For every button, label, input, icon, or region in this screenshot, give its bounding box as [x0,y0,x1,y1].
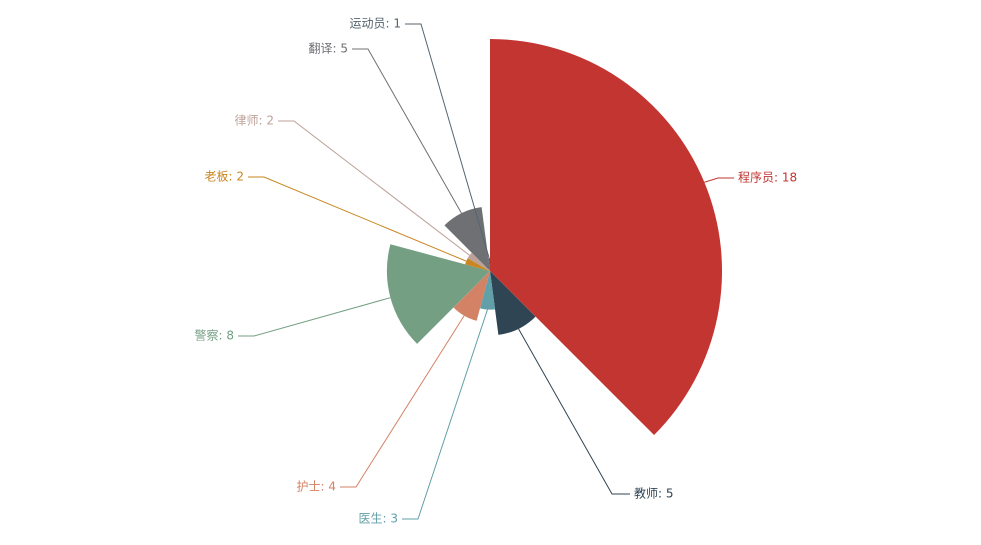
leader-lines-group [238,23,734,520]
leader-line-5 [248,176,467,262]
leader-line-0 [704,177,734,183]
slice-2[interactable] [479,271,496,310]
leader-line-6 [278,120,470,256]
slice-8[interactable] [488,258,490,271]
slice-label-8: 运动员: 1 [350,17,402,31]
slice-5[interactable] [465,258,490,271]
slice-label-3: 护士: 4 [297,480,337,494]
slices-group [386,39,723,436]
slice-3[interactable] [453,271,490,321]
leader-line-8 [405,23,490,259]
slice-label-1: 教师: 5 [634,486,674,501]
slice-4[interactable] [386,244,490,344]
labels-group: 程序员: 18 教师: 5 医生: 3 护士: 4 警察: 8 老板: 2 律师: 2 翻译:… [195,17,798,526]
leader-line-1 [518,328,630,495]
slice-label-6: 律师: 2 [235,114,275,128]
slice-label-7: 翻译: 5 [309,42,349,56]
slice-label-2: 医生: 3 [359,512,399,526]
slice-label-5: 老板: 2 [205,170,245,184]
leader-line-7 [352,48,462,214]
leader-line-2 [402,309,488,520]
slice-0[interactable] [490,39,723,436]
leader-line-4 [238,297,391,337]
slice-label-4: 警察: 8 [195,328,235,343]
slice-1[interactable] [490,271,536,335]
leader-line-3 [340,315,465,488]
slice-label-0: 程序员: 18 [738,170,797,185]
slice-6[interactable] [467,252,490,271]
